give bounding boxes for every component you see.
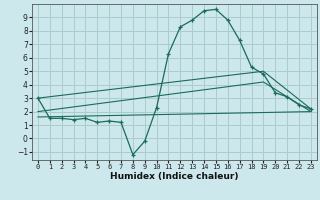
X-axis label: Humidex (Indice chaleur): Humidex (Indice chaleur) — [110, 172, 239, 181]
